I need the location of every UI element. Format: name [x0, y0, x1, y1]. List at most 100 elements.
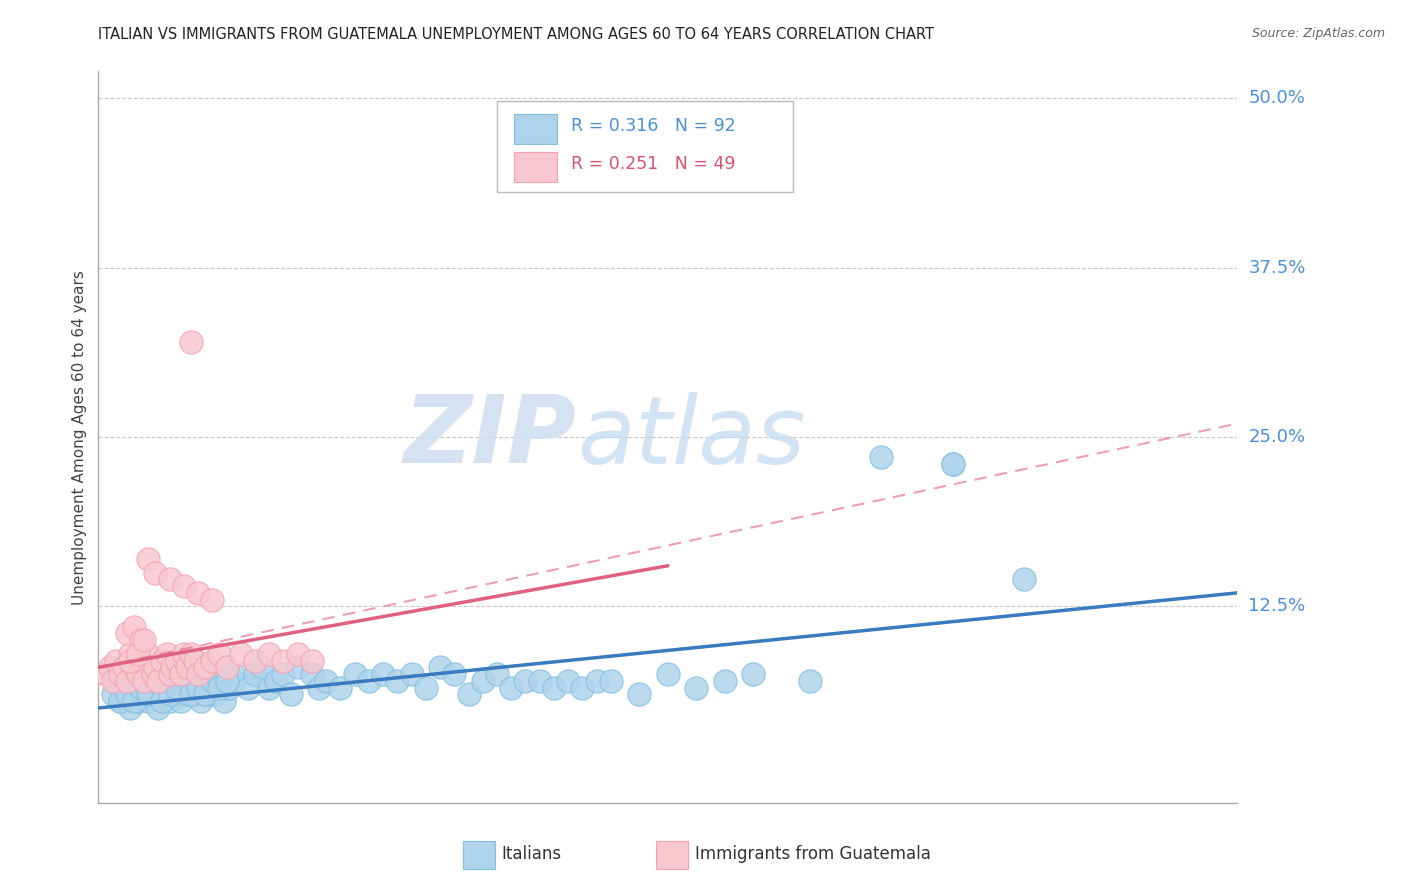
Point	[742, 667, 765, 681]
Point	[115, 688, 138, 702]
Point	[145, 660, 167, 674]
Point	[194, 660, 217, 674]
Point	[457, 688, 479, 702]
Point	[343, 667, 366, 681]
Text: Source: ZipAtlas.com: Source: ZipAtlas.com	[1251, 27, 1385, 40]
Point	[215, 673, 238, 688]
Point	[104, 673, 127, 688]
Point	[141, 667, 163, 681]
Point	[136, 694, 159, 708]
Point	[173, 660, 195, 674]
Point	[170, 667, 193, 681]
Point	[187, 667, 209, 681]
Point	[132, 688, 155, 702]
Point	[301, 667, 323, 681]
Point	[98, 660, 121, 674]
Point	[184, 654, 207, 668]
Point	[543, 681, 565, 695]
Point	[329, 681, 352, 695]
Point	[122, 660, 145, 674]
Point	[127, 647, 149, 661]
Point	[685, 681, 707, 695]
Point	[159, 694, 181, 708]
Point	[371, 667, 394, 681]
Point	[208, 673, 231, 688]
Text: R = 0.251   N = 49: R = 0.251 N = 49	[571, 155, 735, 173]
Text: ITALIAN VS IMMIGRANTS FROM GUATEMALA UNEMPLOYMENT AMONG AGES 60 TO 64 YEARS CORR: ITALIAN VS IMMIGRANTS FROM GUATEMALA UNE…	[98, 27, 935, 42]
Point	[308, 681, 330, 695]
Point	[145, 688, 167, 702]
Point	[148, 673, 170, 688]
Point	[156, 673, 179, 688]
Point	[218, 681, 240, 695]
Text: 50.0%: 50.0%	[1249, 89, 1305, 107]
Text: atlas: atlas	[576, 392, 806, 483]
Point	[387, 673, 409, 688]
Y-axis label: Unemployment Among Ages 60 to 64 years: Unemployment Among Ages 60 to 64 years	[72, 269, 87, 605]
Text: ZIP: ZIP	[404, 391, 576, 483]
Point	[180, 335, 202, 350]
FancyBboxPatch shape	[657, 841, 689, 869]
Point	[108, 694, 131, 708]
Point	[600, 673, 623, 688]
Point	[166, 673, 188, 688]
Point	[180, 667, 202, 681]
Point	[190, 694, 212, 708]
Point	[657, 172, 679, 186]
Point	[115, 673, 138, 688]
Point	[486, 667, 509, 681]
Point	[201, 673, 224, 688]
Point	[571, 681, 593, 695]
Point	[115, 673, 138, 688]
Point	[236, 681, 259, 695]
Point	[208, 681, 231, 695]
Point	[152, 694, 174, 708]
Point	[136, 688, 159, 702]
Point	[557, 673, 579, 688]
Point	[870, 450, 893, 465]
Point	[357, 673, 380, 688]
Point	[115, 626, 138, 640]
Point	[215, 660, 238, 674]
Point	[208, 647, 231, 661]
Point	[118, 647, 141, 661]
Point	[108, 667, 131, 681]
Point	[145, 566, 167, 580]
Point	[180, 688, 202, 702]
Point	[229, 667, 252, 681]
Text: 37.5%: 37.5%	[1249, 259, 1306, 277]
Point	[204, 688, 226, 702]
Point	[118, 654, 141, 668]
Point	[166, 654, 188, 668]
Point	[243, 667, 266, 681]
Point	[443, 667, 465, 681]
Point	[129, 681, 152, 695]
Point	[714, 673, 737, 688]
Point	[101, 673, 124, 688]
Point	[145, 673, 167, 688]
Point	[187, 660, 209, 674]
Point	[415, 681, 437, 695]
Text: Italians: Italians	[502, 845, 562, 863]
Point	[136, 647, 159, 661]
Text: R = 0.316   N = 92: R = 0.316 N = 92	[571, 117, 735, 136]
Point	[129, 673, 152, 688]
Point	[108, 694, 131, 708]
FancyBboxPatch shape	[515, 114, 557, 144]
Point	[273, 654, 295, 668]
Point	[104, 654, 127, 668]
Point	[180, 647, 202, 661]
Point	[301, 654, 323, 668]
Point	[148, 701, 170, 715]
Point	[628, 688, 651, 702]
FancyBboxPatch shape	[498, 101, 793, 192]
Point	[201, 592, 224, 607]
Point	[273, 667, 295, 681]
Point	[101, 688, 124, 702]
Point	[198, 688, 221, 702]
Point	[173, 647, 195, 661]
FancyBboxPatch shape	[515, 152, 557, 182]
Point	[152, 681, 174, 695]
Point	[173, 579, 195, 593]
Point	[243, 654, 266, 668]
